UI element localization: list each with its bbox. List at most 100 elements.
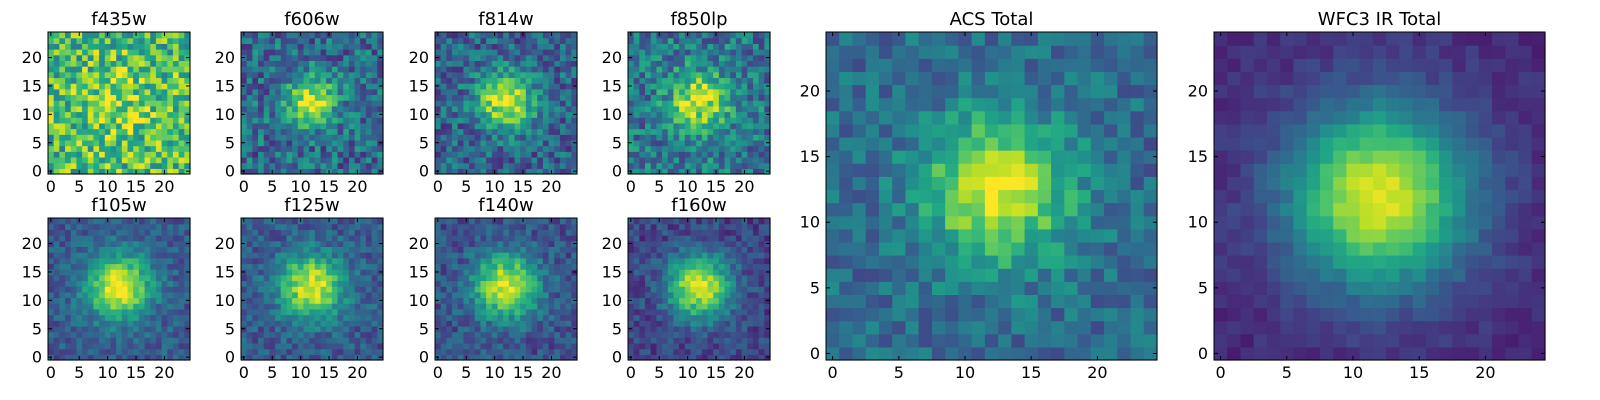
pixel-cell bbox=[104, 303, 112, 310]
pixel-cell bbox=[65, 342, 72, 350]
pixel-cell bbox=[70, 54, 77, 61]
pixel-cell bbox=[645, 43, 652, 50]
pixel-cell bbox=[531, 342, 538, 350]
pixel-cell bbox=[343, 43, 350, 50]
pixel-cell bbox=[758, 354, 765, 361]
pixel-cell bbox=[53, 325, 60, 333]
pixel-cell bbox=[491, 252, 499, 259]
pixel-cell bbox=[65, 229, 72, 236]
pixel-cell bbox=[718, 297, 726, 304]
pixel-cell bbox=[76, 117, 83, 124]
pixel-cell bbox=[343, 342, 350, 350]
pixel-cell bbox=[59, 32, 66, 39]
pixel-cell bbox=[93, 252, 100, 259]
pixel-cell bbox=[155, 223, 163, 230]
pixel-cell bbox=[178, 37, 185, 44]
pixel-cell bbox=[297, 297, 305, 304]
pixel-cell bbox=[656, 269, 663, 276]
pixel-cell bbox=[246, 257, 253, 265]
pixel-cell bbox=[446, 320, 453, 327]
pixel-cell bbox=[474, 286, 482, 293]
pixel-cell bbox=[457, 49, 464, 56]
pixel-cell bbox=[673, 308, 680, 316]
pixel-cell bbox=[446, 269, 453, 276]
pixel-cell bbox=[65, 291, 72, 299]
pixel-cell bbox=[520, 320, 527, 327]
pixel-cell bbox=[161, 331, 168, 338]
pixel-cell bbox=[82, 337, 89, 344]
y-tick-label: 15 bbox=[602, 76, 622, 95]
pixel-cell bbox=[280, 111, 288, 118]
pixel-cell bbox=[331, 274, 339, 282]
pixel-cell bbox=[486, 49, 493, 56]
pixel-cell bbox=[752, 88, 760, 96]
pixel-cell bbox=[258, 257, 265, 265]
pixel-cell bbox=[269, 269, 276, 276]
pixel-cell bbox=[133, 71, 140, 79]
pixel-cell bbox=[531, 37, 538, 44]
pixel-cell bbox=[252, 354, 259, 361]
pixel-cell bbox=[718, 348, 726, 355]
pixel-cell bbox=[633, 83, 640, 90]
pixel-cell bbox=[337, 297, 344, 304]
pixel-cell bbox=[667, 145, 675, 152]
pixel-cell bbox=[645, 348, 652, 355]
pixel-cell bbox=[537, 37, 544, 44]
pixel-cell bbox=[360, 291, 367, 299]
pixel-cell bbox=[252, 122, 259, 130]
pixel-cell bbox=[133, 342, 140, 350]
pixel-cell bbox=[480, 223, 487, 230]
pixel-cell bbox=[144, 308, 151, 316]
pixel-cell bbox=[446, 88, 453, 96]
pixel-cell bbox=[303, 145, 310, 152]
pixel-cell bbox=[525, 37, 533, 44]
pixel-cell bbox=[503, 325, 510, 333]
pixel-cell bbox=[548, 105, 555, 113]
pixel-cell bbox=[758, 156, 765, 164]
pixel-cell bbox=[758, 54, 765, 61]
pixel-cell bbox=[303, 134, 310, 141]
pixel-cell bbox=[65, 168, 72, 175]
pixel-cell bbox=[320, 342, 327, 350]
x-tick-label: 15 bbox=[513, 177, 533, 196]
pixel-cell bbox=[161, 320, 168, 327]
pixel-cell bbox=[377, 77, 384, 84]
x-tick-label: 0 bbox=[433, 363, 443, 382]
pixel-cell bbox=[650, 314, 657, 321]
pixel-cell bbox=[662, 117, 669, 124]
pixel-cell bbox=[155, 139, 163, 147]
pixel-cell bbox=[275, 32, 282, 39]
pixel-cell bbox=[514, 49, 521, 56]
pixel-cell bbox=[371, 240, 378, 247]
pixel-cell bbox=[690, 111, 697, 118]
pixel-cell bbox=[70, 66, 77, 73]
pixel-cell bbox=[559, 342, 567, 350]
pixel-cell bbox=[696, 77, 703, 84]
pixel-cell bbox=[309, 240, 316, 247]
pixel-cell bbox=[497, 139, 504, 147]
pixel-cell bbox=[713, 297, 720, 304]
pixel-cell bbox=[752, 111, 760, 118]
pixel-cell bbox=[331, 263, 339, 270]
pixel-cell bbox=[144, 71, 151, 79]
pixel-cell bbox=[184, 105, 191, 113]
pixel-cell bbox=[684, 331, 692, 338]
pixel-cell bbox=[121, 229, 129, 236]
pixel-cell bbox=[297, 314, 305, 321]
pixel-cell bbox=[531, 43, 538, 50]
pixel-cell bbox=[138, 274, 146, 282]
pixel-cell bbox=[246, 229, 253, 236]
pixel-cell bbox=[76, 43, 83, 50]
pixel-cell bbox=[554, 325, 561, 333]
pixel-cell bbox=[735, 348, 743, 355]
pixel-cell bbox=[645, 280, 652, 287]
pixel-cell bbox=[559, 66, 567, 73]
pixel-cell bbox=[76, 37, 83, 44]
pixel-cell bbox=[343, 263, 350, 270]
pixel-cell bbox=[326, 162, 333, 169]
pixel-cell bbox=[713, 100, 720, 107]
pixel-cell bbox=[99, 337, 106, 344]
pixel-cell bbox=[491, 246, 499, 253]
pixel-cell bbox=[354, 320, 361, 327]
pixel-cell bbox=[514, 252, 521, 259]
